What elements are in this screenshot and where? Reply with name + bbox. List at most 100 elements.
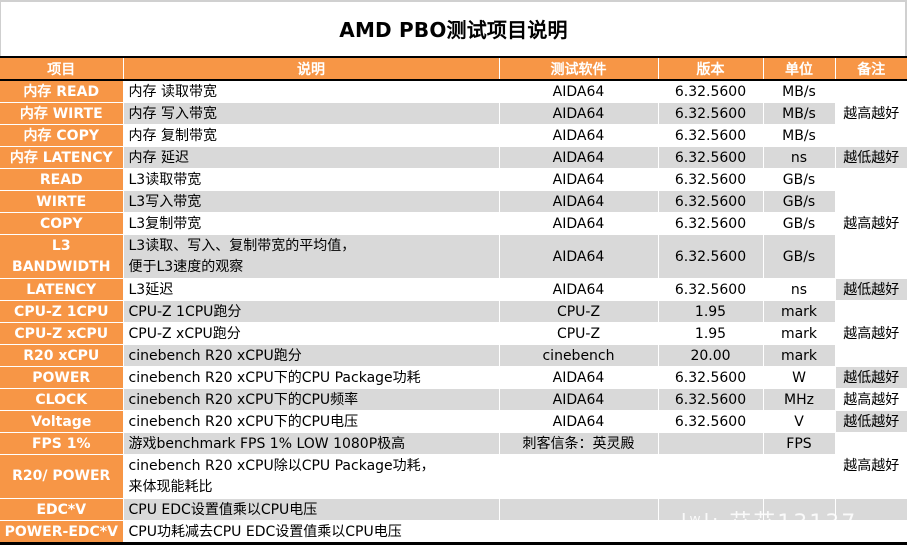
row-desc: L3复制带宽: [122, 212, 499, 235]
row-software: CPU-Z: [498, 322, 658, 345]
row-item: 内存 READ: [0, 80, 123, 103]
table-row: CPU-Z xCPU CPU-Z xCPU跑分 CPU-Z 1.95 mark: [0, 322, 907, 345]
row-item: CPU-Z 1CPU: [0, 300, 123, 323]
table-row: 内存 COPY 内存 复制带宽 AIDA64 6.32.5600 MB/s: [0, 124, 907, 147]
page-title: AMD PBO测试项目说明: [339, 17, 568, 42]
row-version: 6.32.5600: [657, 102, 763, 125]
row-unit: GB/s: [762, 234, 835, 279]
row-desc: CPU功耗减去CPU EDC设置值乘以CPU电压: [122, 520, 499, 544]
row-software: AIDA64: [498, 146, 658, 169]
table-row: Voltage cinebench R20 xCPU下的CPU电压 AIDA64…: [0, 410, 907, 433]
row-software: AIDA64: [498, 234, 658, 279]
table-row: POWER-EDC*V CPU功耗减去CPU EDC设置值乘以CPU电压: [0, 520, 907, 544]
row-item: CLOCK: [0, 388, 123, 411]
row-software: AIDA64: [498, 168, 658, 191]
row-desc: 内存 读取带宽: [122, 80, 499, 103]
row-software: [498, 454, 658, 499]
row-item-line1: L3: [51, 237, 71, 254]
row-software: AIDA64: [498, 102, 658, 125]
row-software: AIDA64: [498, 212, 658, 235]
row-unit: V: [762, 410, 835, 433]
table-row: WIRTE L3写入带宽 AIDA64 6.32.5600 GB/s: [0, 190, 907, 213]
row-version: 20.00: [657, 344, 763, 367]
table-row: CPU-Z 1CPU CPU-Z 1CPU跑分 CPU-Z 1.95 mark …: [0, 300, 907, 367]
row-software: cinebench: [498, 344, 658, 367]
table-row: POWER cinebench R20 xCPU下的CPU Package功耗 …: [0, 366, 907, 389]
row-note: 越低越好: [834, 278, 907, 301]
row-desc: 游戏benchmark FPS 1% LOW 1080P极高: [122, 432, 499, 455]
row-version: 6.32.5600: [657, 146, 763, 169]
row-desc: 内存 写入带宽: [122, 102, 499, 125]
row-unit: mark: [762, 344, 835, 367]
row-desc-line2: 来体现能耗比: [128, 478, 213, 495]
row-software: AIDA64: [498, 278, 658, 301]
row-item: COPY: [0, 212, 123, 235]
row-software: AIDA64: [498, 410, 658, 433]
row-desc: cinebench R20 xCPU下的CPU电压: [122, 410, 499, 433]
row-desc: 内存 延迟: [122, 146, 499, 169]
row-version: 6.32.5600: [657, 366, 763, 389]
row-unit: MB/s: [762, 80, 835, 103]
row-desc: 内存 复制带宽: [122, 124, 499, 147]
row-version: 6.32.5600: [657, 234, 763, 279]
row-unit: GB/s: [762, 190, 835, 213]
row-version: 6.32.5600: [657, 190, 763, 213]
row-item: Voltage: [0, 410, 123, 433]
row-version: 6.32.5600: [657, 124, 763, 147]
row-desc-line1: cinebench R20 xCPU除以CPU Package功耗，: [128, 457, 435, 474]
row-unit: [762, 498, 835, 521]
row-item: R20 xCPU: [0, 344, 123, 367]
row-unit: MB/s: [762, 124, 835, 147]
row-note: 越高越好: [834, 388, 907, 411]
header-desc: 说明: [122, 57, 499, 80]
row-desc: L3写入带宽: [122, 190, 499, 213]
row-item: 内存 WIRTE: [0, 102, 123, 125]
row-item: EDC*V: [0, 498, 123, 521]
row-desc-line2: 便于L3速度的观察: [128, 258, 244, 275]
row-item: FPS 1%: [0, 432, 123, 455]
row-version: 1.95: [657, 300, 763, 323]
row-version: 6.32.5600: [657, 410, 763, 433]
row-item: 内存 COPY: [0, 124, 123, 147]
row-unit: W: [762, 366, 835, 389]
row-software: 刺客信条：英灵殿: [498, 432, 658, 455]
row-note: 越高越好: [834, 432, 907, 499]
table-row: R20 xCPU cinebench R20 xCPU跑分 cinebench …: [0, 344, 907, 367]
row-item: LATENCY: [0, 278, 123, 301]
header-software: 测试软件: [498, 57, 658, 80]
row-desc: CPU-Z 1CPU跑分: [122, 300, 499, 323]
row-software: AIDA64: [498, 80, 658, 103]
row-version: 6.32.5600: [657, 168, 763, 191]
row-item: POWER: [0, 366, 123, 389]
row-software: AIDA64: [498, 366, 658, 389]
table-row: LATENCY L3延迟 AIDA64 6.32.5600 ns 越低越好: [0, 278, 907, 301]
table-row: CLOCK cinebench R20 xCPU下的CPU频率 AIDA64 6…: [0, 388, 907, 411]
row-version: [657, 520, 763, 544]
row-unit: mark: [762, 322, 835, 345]
row-item: CPU-Z xCPU: [0, 322, 123, 345]
row-desc-line1: L3读取、写入、复制带宽的平均值，: [128, 237, 356, 254]
row-version: 6.32.5600: [657, 212, 763, 235]
row-note: 越高越好: [834, 168, 907, 279]
row-item: R20/ POWER: [0, 454, 123, 499]
row-item-line2: BANDWIDTH: [12, 258, 111, 275]
table-row: R20/ POWER cinebench R20 xCPU除以CPU Packa…: [0, 454, 907, 499]
row-desc: cinebench R20 xCPU跑分: [122, 344, 499, 367]
row-unit: MHz: [762, 388, 835, 411]
row-unit: ns: [762, 146, 835, 169]
row-item: WIRTE: [0, 190, 123, 213]
row-unit: [762, 454, 835, 499]
row-software: AIDA64: [498, 388, 658, 411]
row-unit: MB/s: [762, 102, 835, 125]
row-software: [498, 498, 658, 521]
row-desc: CPU EDC设置值乘以CPU电压: [122, 498, 499, 521]
row-note: [834, 520, 907, 544]
row-item: READ: [0, 168, 123, 191]
table-header-row: 项目 说明 测试软件 版本 单位 备注: [0, 57, 907, 80]
row-desc: L3延迟: [122, 278, 499, 301]
row-note: 越高越好: [834, 300, 907, 367]
table-row: 内存 READ 内存 读取带宽 AIDA64 6.32.5600 MB/s 越高…: [0, 80, 907, 147]
row-software: AIDA64: [498, 124, 658, 147]
row-version: [657, 498, 763, 521]
header-unit: 单位: [762, 57, 835, 80]
